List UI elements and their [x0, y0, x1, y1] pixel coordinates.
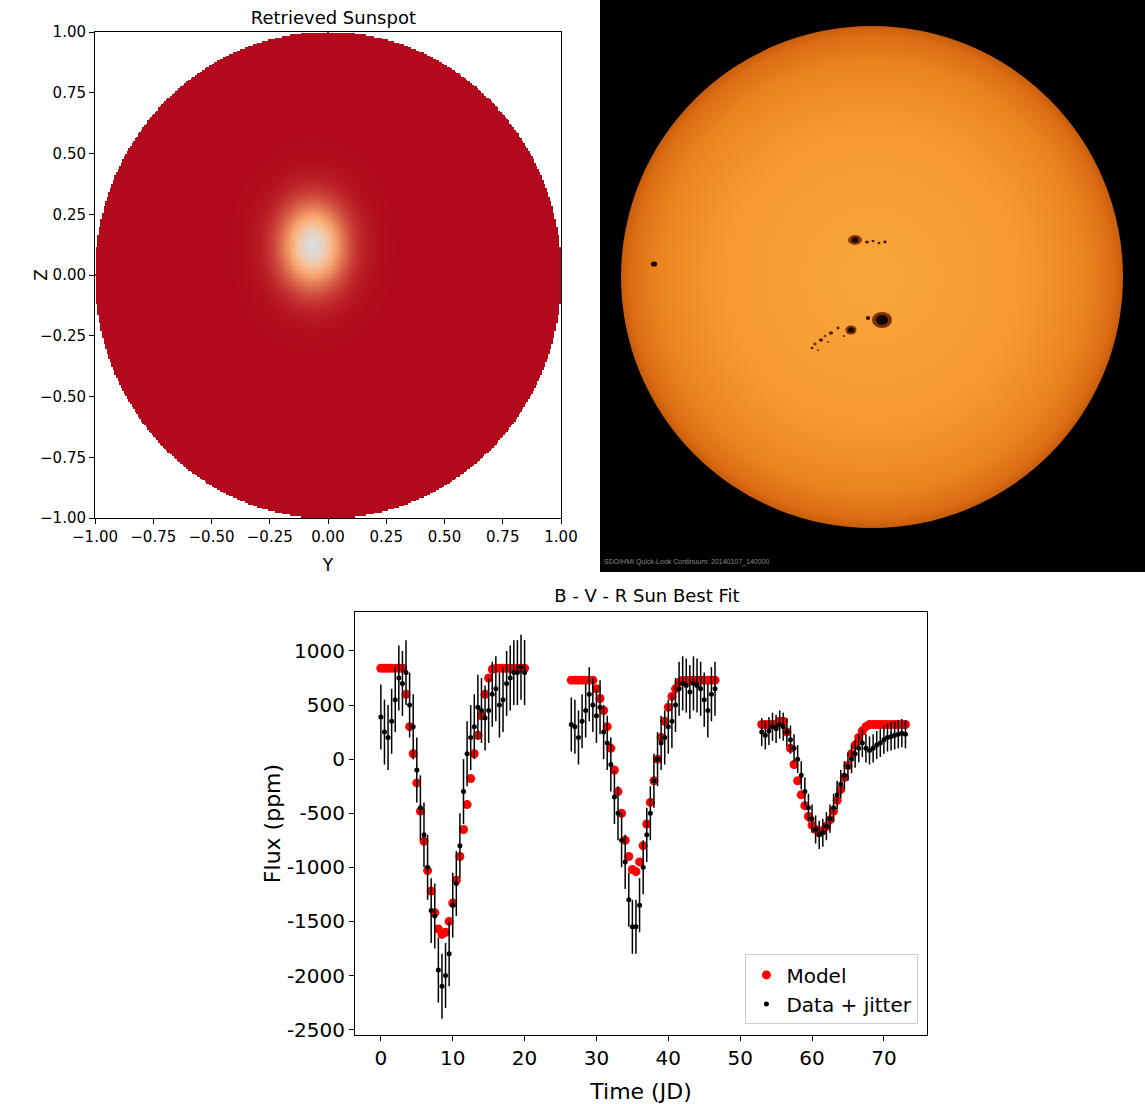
svg-text:Y: Y	[322, 555, 334, 575]
svg-text:0.25: 0.25	[370, 528, 403, 546]
svg-text:Model: Model	[786, 964, 846, 988]
svg-text:−1.00: −1.00	[72, 528, 118, 546]
svg-text:0.50: 0.50	[53, 145, 86, 163]
svg-text:-500: -500	[300, 801, 345, 825]
svg-text:Z: Z	[31, 269, 51, 281]
svg-text:−0.25: −0.25	[40, 327, 86, 345]
svg-text:20: 20	[512, 1046, 537, 1070]
svg-text:Data + jitter: Data + jitter	[786, 993, 911, 1017]
svg-text:SDO/HMI Quick-Look Continuum:: SDO/HMI Quick-Look Continuum: 20140107_1…	[604, 558, 769, 566]
svg-text:0.25: 0.25	[53, 206, 86, 224]
svg-text:0: 0	[375, 1046, 388, 1070]
svg-text:−1.00: −1.00	[40, 509, 86, 527]
svg-text:10: 10	[440, 1046, 465, 1070]
svg-text:-2500: -2500	[287, 1018, 345, 1042]
svg-text:0.75: 0.75	[486, 528, 519, 546]
svg-text:1000: 1000	[294, 639, 345, 663]
svg-text:500: 500	[307, 693, 345, 717]
svg-text:−0.75: −0.75	[40, 449, 86, 467]
svg-text:30: 30	[584, 1046, 609, 1070]
svg-text:0: 0	[332, 747, 345, 771]
svg-text:0.00: 0.00	[53, 266, 86, 284]
svg-text:Retrieved Sunspot: Retrieved Sunspot	[251, 7, 416, 28]
svg-text:Time (JD): Time (JD)	[589, 1079, 691, 1104]
svg-text:B - V - R Sun Best Fit: B - V - R Sun Best Fit	[554, 585, 739, 606]
svg-text:-2000: -2000	[287, 964, 345, 988]
svg-text:0.00: 0.00	[311, 528, 344, 546]
svg-text:60: 60	[799, 1046, 824, 1070]
svg-text:0.75: 0.75	[53, 84, 86, 102]
svg-text:0.50: 0.50	[428, 528, 461, 546]
svg-text:1.00: 1.00	[53, 23, 86, 41]
svg-text:-1500: -1500	[287, 909, 345, 933]
svg-text:1.00: 1.00	[544, 528, 577, 546]
svg-text:−0.50: −0.50	[189, 528, 235, 546]
svg-text:40: 40	[656, 1046, 681, 1070]
svg-text:50: 50	[727, 1046, 752, 1070]
svg-text:−0.25: −0.25	[247, 528, 293, 546]
svg-text:−0.50: −0.50	[40, 388, 86, 406]
svg-text:70: 70	[871, 1046, 896, 1070]
svg-text:-1000: -1000	[287, 855, 345, 879]
svg-text:−0.75: −0.75	[130, 528, 176, 546]
svg-text:Flux (ppm): Flux (ppm)	[260, 764, 285, 883]
